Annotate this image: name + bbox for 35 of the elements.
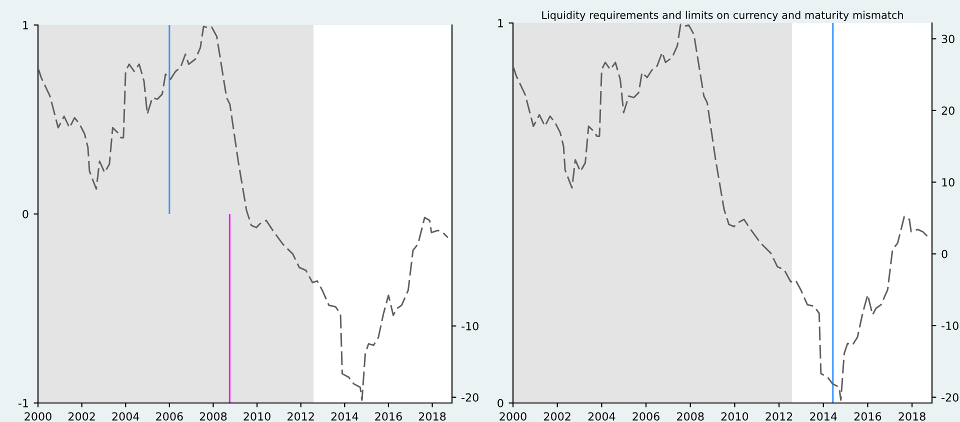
x-tick-label: 2018 bbox=[898, 412, 926, 421]
y-tick-label: 0 bbox=[22, 210, 28, 218]
x-tick-label: 2010 bbox=[244, 412, 270, 421]
y2-tick-label: -10 bbox=[462, 322, 478, 330]
y2-tick-label: -20 bbox=[942, 393, 958, 402]
y2-tick-label: 20 bbox=[942, 106, 954, 115]
x-tick-label: 2008 bbox=[200, 412, 227, 421]
x-tick-label: 2002 bbox=[544, 412, 570, 421]
y2-tick-label: 10 bbox=[942, 178, 954, 187]
x-tick-label: 2008 bbox=[677, 412, 704, 421]
x-tick-label: 2006 bbox=[632, 412, 660, 421]
y-tick-label: 1 bbox=[498, 19, 503, 28]
x-tick-label: 2004 bbox=[112, 412, 140, 421]
x-tick-label: 2016 bbox=[375, 412, 402, 421]
x-tick-label: 2002 bbox=[68, 412, 95, 421]
y-tick-label: 1 bbox=[23, 21, 28, 30]
y2-tick-label: -20 bbox=[462, 393, 478, 402]
y-tick-label: -1 bbox=[18, 399, 28, 408]
x-tick-label: 2014 bbox=[810, 412, 837, 421]
x-tick-label: 2000 bbox=[24, 412, 52, 421]
x-tick-label: 2012 bbox=[766, 412, 792, 421]
x-tick-label: 2000 bbox=[500, 412, 526, 421]
line-series bbox=[38, 26, 449, 401]
line-series bbox=[513, 24, 929, 401]
x-tick-label: 2016 bbox=[854, 412, 882, 421]
x-tick-label: 2012 bbox=[288, 412, 314, 421]
chart-title: Liquidity requirements and limits on currency and maturity mismatch bbox=[542, 10, 903, 21]
x-tick-label: 2004 bbox=[588, 412, 616, 421]
x-tick-label: 2018 bbox=[418, 412, 446, 421]
x-tick-label: 2010 bbox=[721, 412, 748, 421]
x-tick-label: 2006 bbox=[156, 412, 183, 421]
y2-tick-label: 30 bbox=[942, 34, 954, 44]
y2-tick-label: -10 bbox=[942, 322, 958, 330]
x-tick-label: 2014 bbox=[331, 412, 358, 421]
y2-tick-label: 0 bbox=[942, 250, 948, 258]
